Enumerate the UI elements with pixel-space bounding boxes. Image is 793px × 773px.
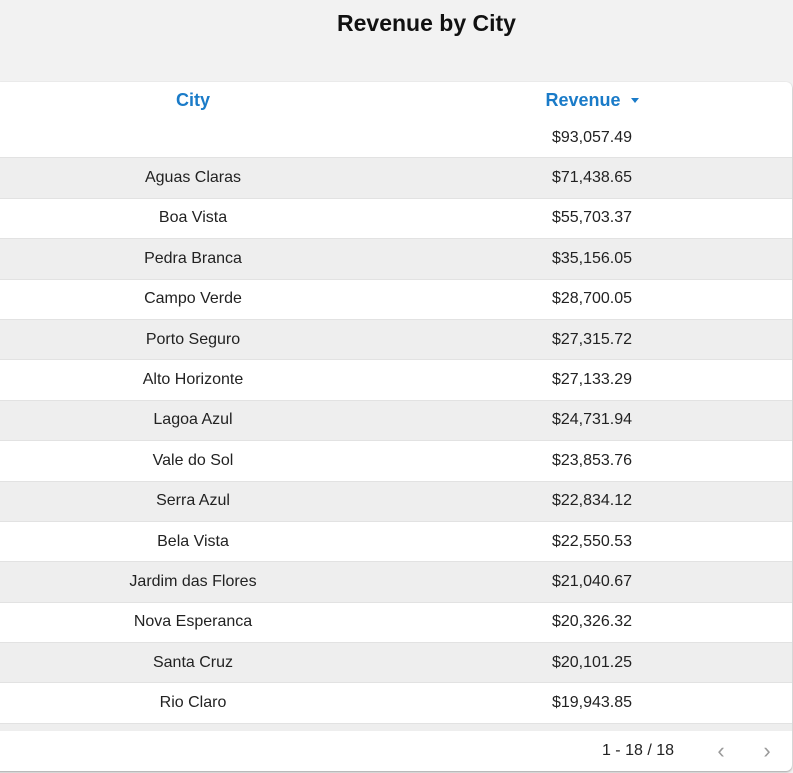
table-row[interactable]: Campo Verde $28,700.05	[0, 280, 792, 320]
cell-city: Rio Claro	[159, 694, 227, 712]
table-row[interactable]: Alto Horizonte $27,133.29	[0, 360, 792, 401]
pagination-label: 1 - 18 / 18	[601, 742, 674, 759]
cell-city: Nova Esperanca	[133, 613, 253, 631]
cell-city: Pedra Branca	[144, 249, 242, 267]
chevron-right-icon[interactable]: ›	[763, 738, 771, 763]
cell-city: Porto Seguro	[145, 330, 241, 348]
cell-city: Lagoa Azul	[153, 411, 233, 429]
table-row[interactable]: Santa Cruz $20,101.25	[0, 643, 792, 684]
chevron-left-icon[interactable]: ‹	[717, 738, 725, 763]
chart-title: Revenue by City	[337, 10, 516, 36]
table-row[interactable]: Nova Esperanca $20,326.32	[0, 603, 792, 644]
table-row[interactable]	[0, 723, 792, 731]
cell-revenue: $20,101.25	[551, 653, 633, 671]
cell-revenue: $22,834.12	[551, 492, 633, 510]
cell-revenue: $24,731.94	[551, 411, 633, 429]
cell-revenue: $93,057.49	[551, 128, 633, 146]
cell-revenue: $22,550.53	[551, 532, 633, 550]
column-header-revenue-label: Revenue	[545, 89, 621, 110]
table-row[interactable]: Serra Azul $22,834.12	[0, 481, 792, 522]
cell-revenue: $28,700.05	[551, 290, 633, 308]
cell-city: Campo Verde	[144, 290, 242, 308]
cell-revenue: $35,156.05	[551, 249, 633, 267]
cell-city: Alto Horizonte	[142, 371, 244, 389]
column-header-revenue[interactable]: Revenue	[392, 90, 792, 111]
table-row[interactable]: Rio Claro $19,943.85	[0, 683, 792, 724]
sort-descending-icon	[630, 98, 639, 104]
cell-revenue: $55,703.37	[551, 209, 633, 227]
table-row[interactable]: Vale do Sol $23,853.76	[0, 441, 792, 482]
cell-city: Jardim das Flores	[129, 572, 257, 590]
cell-revenue: $27,315.72	[551, 330, 633, 348]
cell-revenue: $19,943.85	[551, 694, 633, 712]
cell-city: Bela Vista	[157, 532, 229, 550]
table-body[interactable]: $93,057.49 Aguas Claras $71,438.65 Boa Vist…	[0, 118, 792, 731]
cell-city: Aguas Claras	[144, 169, 242, 187]
pagination: 1 - 18 / 18 ‹ ›	[0, 731, 792, 771]
table-header: City Revenue	[0, 82, 792, 118]
table-row[interactable]: Lagoa Azul $24,731.94	[0, 400, 792, 442]
table-row[interactable]: Boa Vista $55,703.37	[0, 199, 792, 240]
cell-revenue: $23,853.76	[551, 451, 633, 469]
table-row[interactable]: Bela Vista $22,550.53	[0, 522, 792, 563]
table-row[interactable]: Aguas Claras $71,438.65	[0, 158, 792, 199]
table-row[interactable]: $93,057.49	[0, 118, 792, 159]
cell-revenue: $27,133.29	[551, 371, 633, 389]
cell-city: Boa Vista	[158, 209, 228, 227]
table-card: City Revenue $93,057.49 Aguas Claras $71,4…	[0, 82, 792, 771]
cell-revenue: $71,438.65	[551, 169, 633, 187]
cell-city: Vale do Sol	[152, 451, 234, 469]
column-header-city[interactable]: City	[175, 89, 210, 110]
cell-city: Serra Azul	[156, 492, 230, 510]
cell-revenue: $21,040.67	[551, 572, 633, 590]
table-row[interactable]: Pedra Branca $35,156.05	[0, 239, 792, 280]
cell-revenue: $20,326.32	[551, 613, 633, 631]
table-row[interactable]: Jardim das Flores $21,040.67	[0, 562, 792, 603]
table-row[interactable]: Porto Seguro $27,315.72	[0, 319, 792, 361]
cell-city: Santa Cruz	[152, 653, 234, 671]
